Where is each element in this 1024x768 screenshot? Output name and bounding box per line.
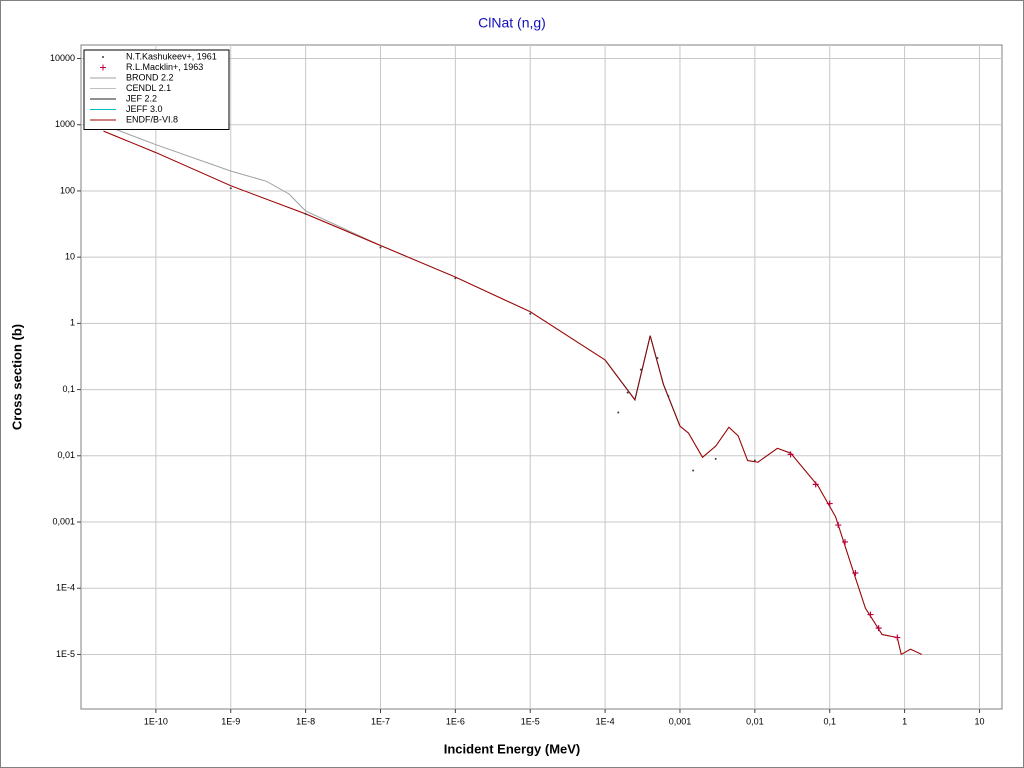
data-point — [787, 451, 794, 458]
data-point — [304, 212, 307, 215]
data-point — [379, 246, 382, 249]
x-tick-label: 1E-9 — [221, 716, 240, 726]
y-tick-label: 0,1 — [62, 384, 75, 394]
chart-title: ClNat (n,g) — [478, 15, 546, 31]
data-point — [812, 481, 819, 488]
y-tick-label: 1E-5 — [56, 649, 75, 659]
data-point — [617, 411, 620, 414]
data-point — [875, 625, 882, 632]
y-tick-label: 1E-4 — [56, 583, 75, 593]
legend-box — [83, 49, 230, 130]
data-point — [656, 356, 659, 359]
x-tick-label: 1E-6 — [446, 716, 465, 726]
data-point — [842, 538, 849, 545]
data-point — [529, 312, 532, 315]
data-point — [835, 522, 842, 529]
data-point — [753, 459, 756, 462]
y-axis-label: Cross section (b) — [9, 324, 24, 430]
data-point — [714, 457, 717, 460]
data-point — [229, 187, 232, 190]
data-point — [867, 611, 874, 618]
x-tick-label: 10 — [974, 716, 984, 726]
data-point — [692, 469, 695, 472]
data-point — [852, 569, 859, 576]
y-tick-label: 10 — [65, 252, 75, 262]
y-tick-label: 10000 — [50, 53, 75, 63]
legend-label: JEF 2.2 — [126, 93, 157, 103]
x-tick-label: 1E-5 — [521, 716, 540, 726]
x-tick-label: 1E-8 — [296, 716, 315, 726]
x-tick-label: 1E-7 — [371, 716, 390, 726]
data-point — [826, 500, 833, 507]
data-point — [639, 368, 642, 371]
legend-label: N.T.Kashukeev+, 1961 — [126, 51, 217, 61]
plot-area — [80, 44, 1003, 710]
legend-label: R.L.Macklin+, 1963 — [126, 62, 203, 72]
y-tick-label: 0,001 — [52, 516, 75, 526]
legend-label: CENDL 2.1 — [126, 83, 171, 93]
legend-swatch — [102, 56, 104, 58]
x-tick-label: 0,001 — [669, 716, 692, 726]
data-point — [667, 395, 670, 398]
data-point — [894, 634, 901, 641]
legend-label: JEFF 3.0 — [126, 104, 163, 114]
x-tick-label: 1E-4 — [596, 716, 615, 726]
x-tick-label: 0,1 — [823, 716, 836, 726]
legend-swatch — [100, 64, 106, 71]
x-tick-label: 1E-10 — [144, 716, 168, 726]
x-tick-label: 1 — [902, 716, 907, 726]
y-tick-label: 100 — [60, 185, 75, 195]
legend-label: BROND 2.2 — [126, 72, 174, 82]
legend-label: ENDF/B-VI.8 — [126, 114, 178, 124]
data-point — [454, 277, 457, 280]
series-line — [103, 130, 923, 656]
x-tick-label: 0,01 — [746, 716, 764, 726]
y-tick-label: 1 — [70, 318, 75, 328]
y-tick-label: 0,01 — [57, 450, 75, 460]
data-point — [626, 391, 629, 394]
y-tick-label: 1000 — [55, 119, 75, 129]
x-axis-label: Incident Energy (MeV) — [444, 741, 581, 756]
